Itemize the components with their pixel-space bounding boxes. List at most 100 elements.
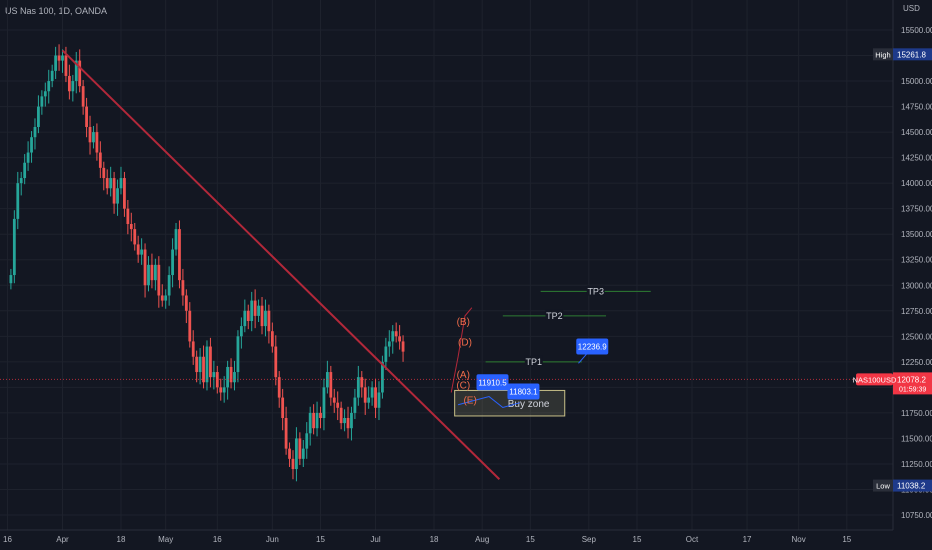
candle [370, 381, 374, 406]
candle [160, 284, 164, 307]
candle [377, 381, 381, 421]
candle [343, 409, 346, 432]
candle [50, 64, 54, 88]
candle [140, 238, 144, 265]
candle-body [171, 249, 174, 276]
candle [308, 406, 312, 446]
x-tick-label: 15 [316, 535, 325, 544]
x-tick-label: 18 [117, 535, 126, 544]
y-tick-label: 12250.00 [901, 358, 932, 367]
candle-body [160, 295, 164, 301]
candle [112, 171, 116, 214]
candle-body [178, 229, 181, 281]
y-tick-label: 13500.00 [901, 230, 932, 239]
candle-body [37, 106, 40, 127]
price-box-bg [507, 383, 540, 400]
y-tick-label: 14750.00 [901, 103, 932, 112]
wave-label: (D) [458, 337, 472, 348]
candle [157, 256, 161, 308]
candle [116, 179, 119, 216]
price-box-text: 12236.9 [578, 343, 607, 352]
candle [202, 345, 205, 389]
candle [143, 243, 147, 298]
candle [243, 299, 247, 333]
candle [284, 406, 288, 455]
candle-body [136, 244, 140, 255]
candle [209, 337, 212, 388]
currency-label: USD [903, 4, 920, 13]
candle-body [33, 127, 37, 138]
candle-body [374, 387, 377, 408]
candle-body [102, 167, 106, 179]
candle [40, 90, 44, 115]
candle-body [401, 341, 405, 352]
candle [109, 166, 113, 197]
candle [239, 317, 243, 349]
candle-body [236, 336, 240, 373]
candle-body [26, 152, 30, 163]
candle [74, 51, 78, 94]
candle [291, 450, 295, 480]
candle [401, 335, 405, 362]
candle-body [16, 183, 20, 219]
candle-body [226, 366, 230, 388]
candle [54, 46, 58, 80]
candle-body [277, 377, 281, 398]
candle-body [74, 60, 78, 82]
candle [153, 258, 157, 291]
candle-body [250, 300, 254, 321]
price-box: 11803.1 [507, 383, 540, 400]
candle [205, 340, 209, 391]
candle-body [195, 356, 199, 373]
candle-body [329, 372, 333, 398]
candle-body [367, 397, 371, 403]
candle-body [291, 458, 295, 470]
candle-body [167, 275, 171, 296]
candle-body [81, 86, 85, 107]
x-tick-label: 15 [633, 535, 642, 544]
candle [81, 80, 85, 115]
candle [233, 360, 236, 391]
candle [85, 97, 88, 138]
candle-body [264, 310, 267, 327]
candle [181, 268, 185, 306]
x-tick-label: Jun [266, 535, 279, 544]
candle [184, 289, 188, 324]
candle [267, 304, 271, 344]
candle [178, 220, 181, 289]
axis-marker-nas100usd: 12078.2 01:59:39 [0, 372, 932, 395]
candle-body [40, 96, 44, 107]
axis-marker-high: High 15261.8 [873, 48, 932, 61]
candle [298, 432, 302, 465]
candle [281, 388, 285, 431]
marker-value: 15261.8 [897, 50, 926, 59]
candle [257, 299, 260, 323]
candle [129, 212, 133, 242]
candle [398, 325, 402, 350]
candle [236, 330, 240, 383]
candle-body [350, 412, 353, 429]
candle [353, 388, 357, 420]
x-tick-label: Apr [56, 535, 69, 544]
target-tp2: TP2 [502, 309, 607, 321]
candle [26, 141, 30, 171]
candle [33, 118, 37, 150]
candle [47, 69, 51, 104]
candle [339, 401, 343, 430]
x-tick-label: 18 [430, 535, 439, 544]
candle [301, 439, 305, 468]
x-tick-label: Oct [686, 535, 699, 544]
marker-value-bg [893, 48, 932, 61]
candle [57, 44, 61, 71]
y-tick-label: 13750.00 [901, 205, 932, 214]
symbol-tag: NAS100USD [853, 373, 897, 386]
wave-label: (E) [463, 396, 476, 407]
candle-body [43, 91, 47, 97]
candle-body [246, 310, 250, 321]
candle-body [143, 249, 147, 286]
candle-body [260, 305, 264, 327]
candle [9, 268, 13, 290]
candle [215, 365, 219, 394]
symbol-title: US Nas 100, 1D, OANDA [5, 6, 108, 16]
